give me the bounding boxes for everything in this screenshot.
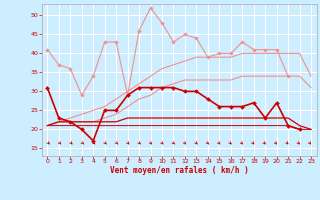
X-axis label: Vent moyen/en rafales ( km/h ): Vent moyen/en rafales ( km/h ) xyxy=(110,166,249,175)
